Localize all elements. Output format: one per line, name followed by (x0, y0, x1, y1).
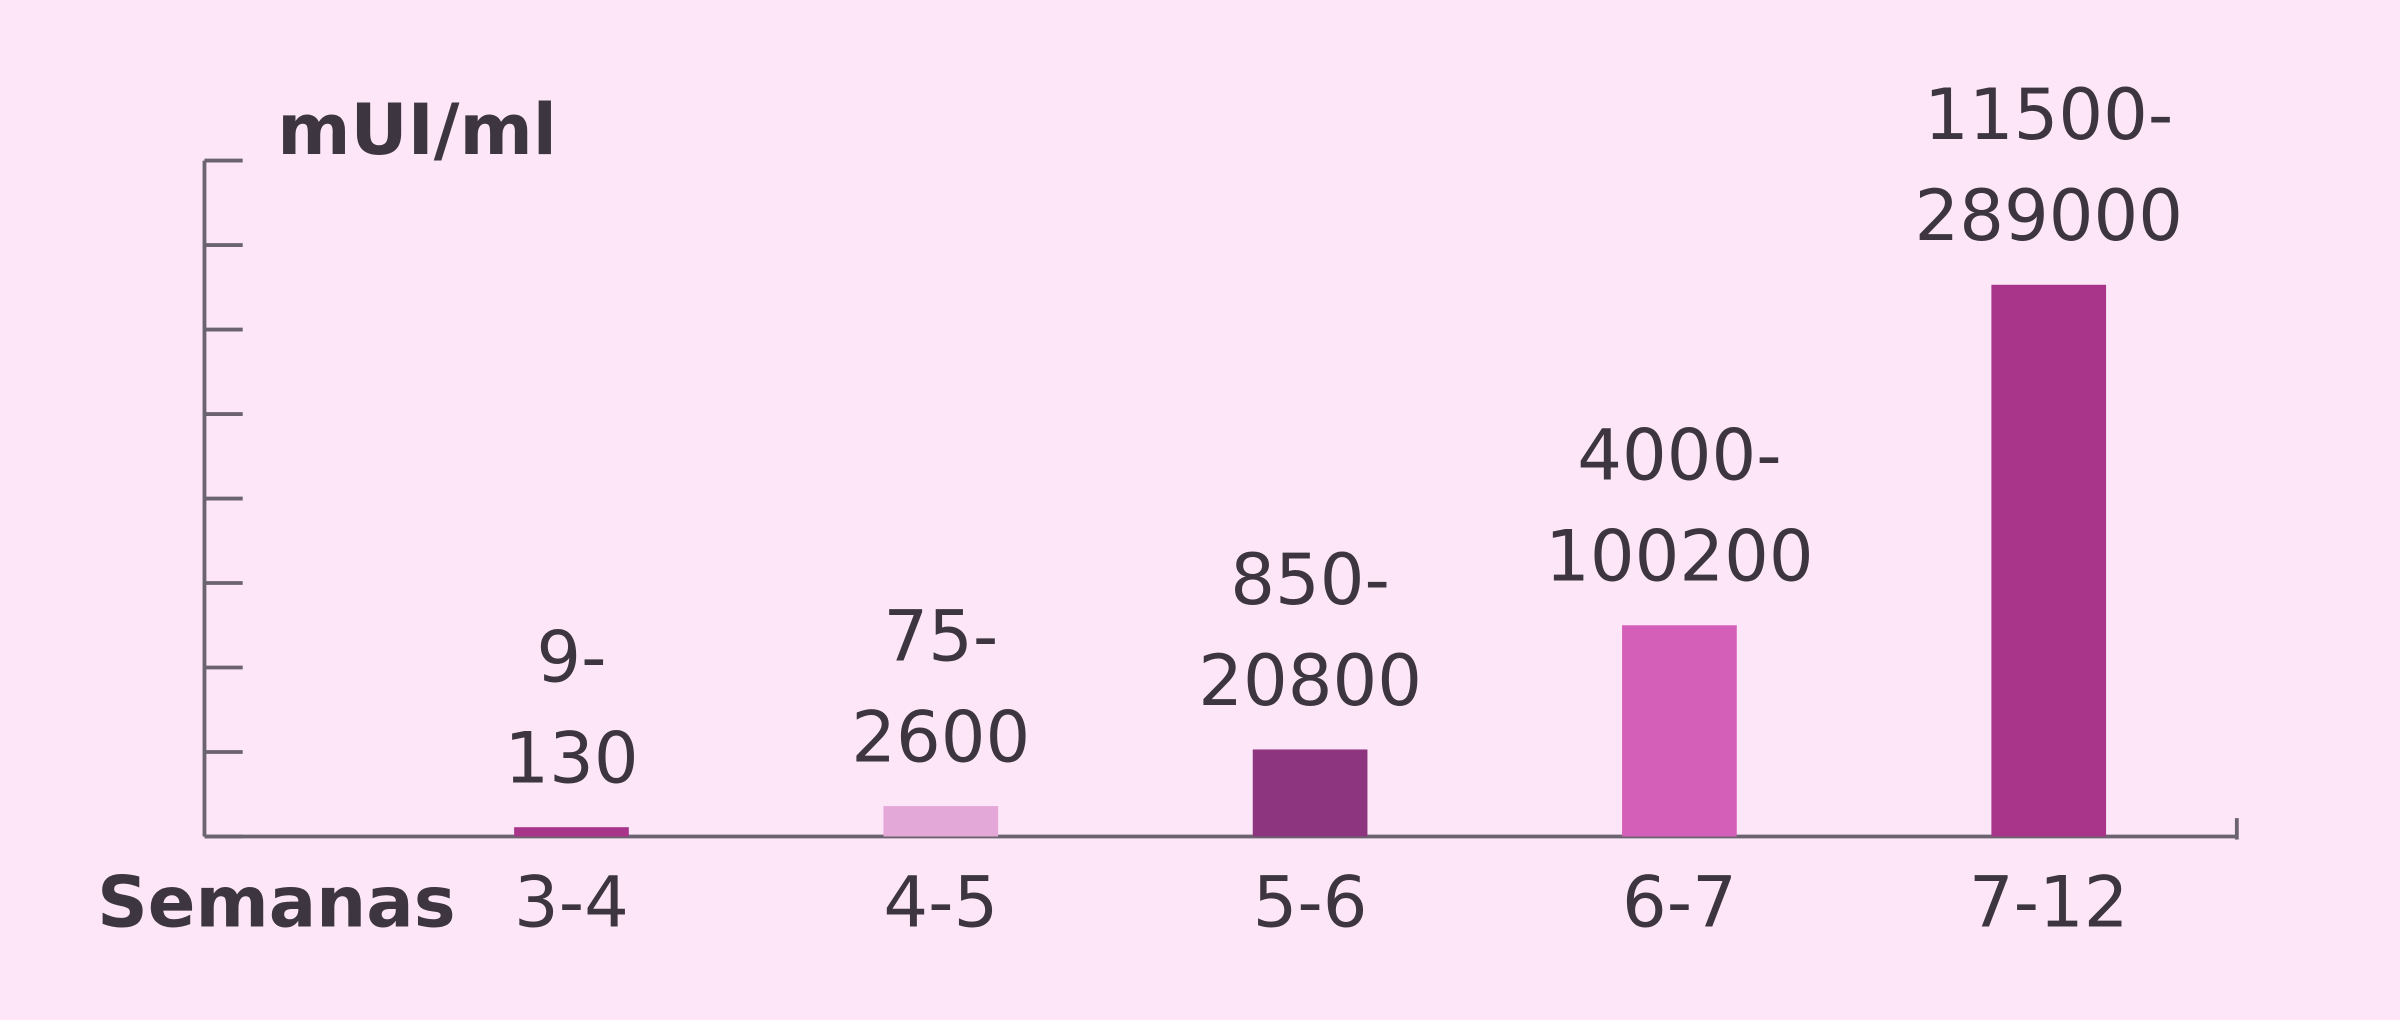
bar (883, 806, 999, 837)
bar (1252, 749, 1368, 837)
x-tick-label: 5-6 (1253, 861, 1368, 943)
bar-label: 2600 (851, 696, 1030, 778)
x-tick-label: 6-7 (1622, 861, 1737, 943)
x-axis-label: Semanas (97, 861, 455, 943)
y-axis-label: mUI/ml (277, 89, 557, 171)
bar-label: 11500- (1924, 74, 2173, 156)
bar-label: 289000 (1914, 175, 2182, 257)
bar-label: 130 (504, 718, 638, 800)
bar (1622, 625, 1737, 837)
bar (514, 827, 629, 837)
x-tick-label: 3-4 (514, 861, 629, 943)
x-tick-label: 4-5 (883, 861, 998, 943)
bar-label: 4000- (1577, 415, 1781, 497)
bar-label: 850- (1230, 539, 1390, 621)
bar (1991, 284, 2107, 837)
bar-label: 75- (883, 595, 998, 677)
bar-label: 20800 (1198, 640, 1422, 722)
x-tick-label: 7-12 (1969, 861, 2129, 943)
bar-label: 100200 (1545, 516, 1813, 598)
bar-label: 9- (536, 617, 606, 699)
